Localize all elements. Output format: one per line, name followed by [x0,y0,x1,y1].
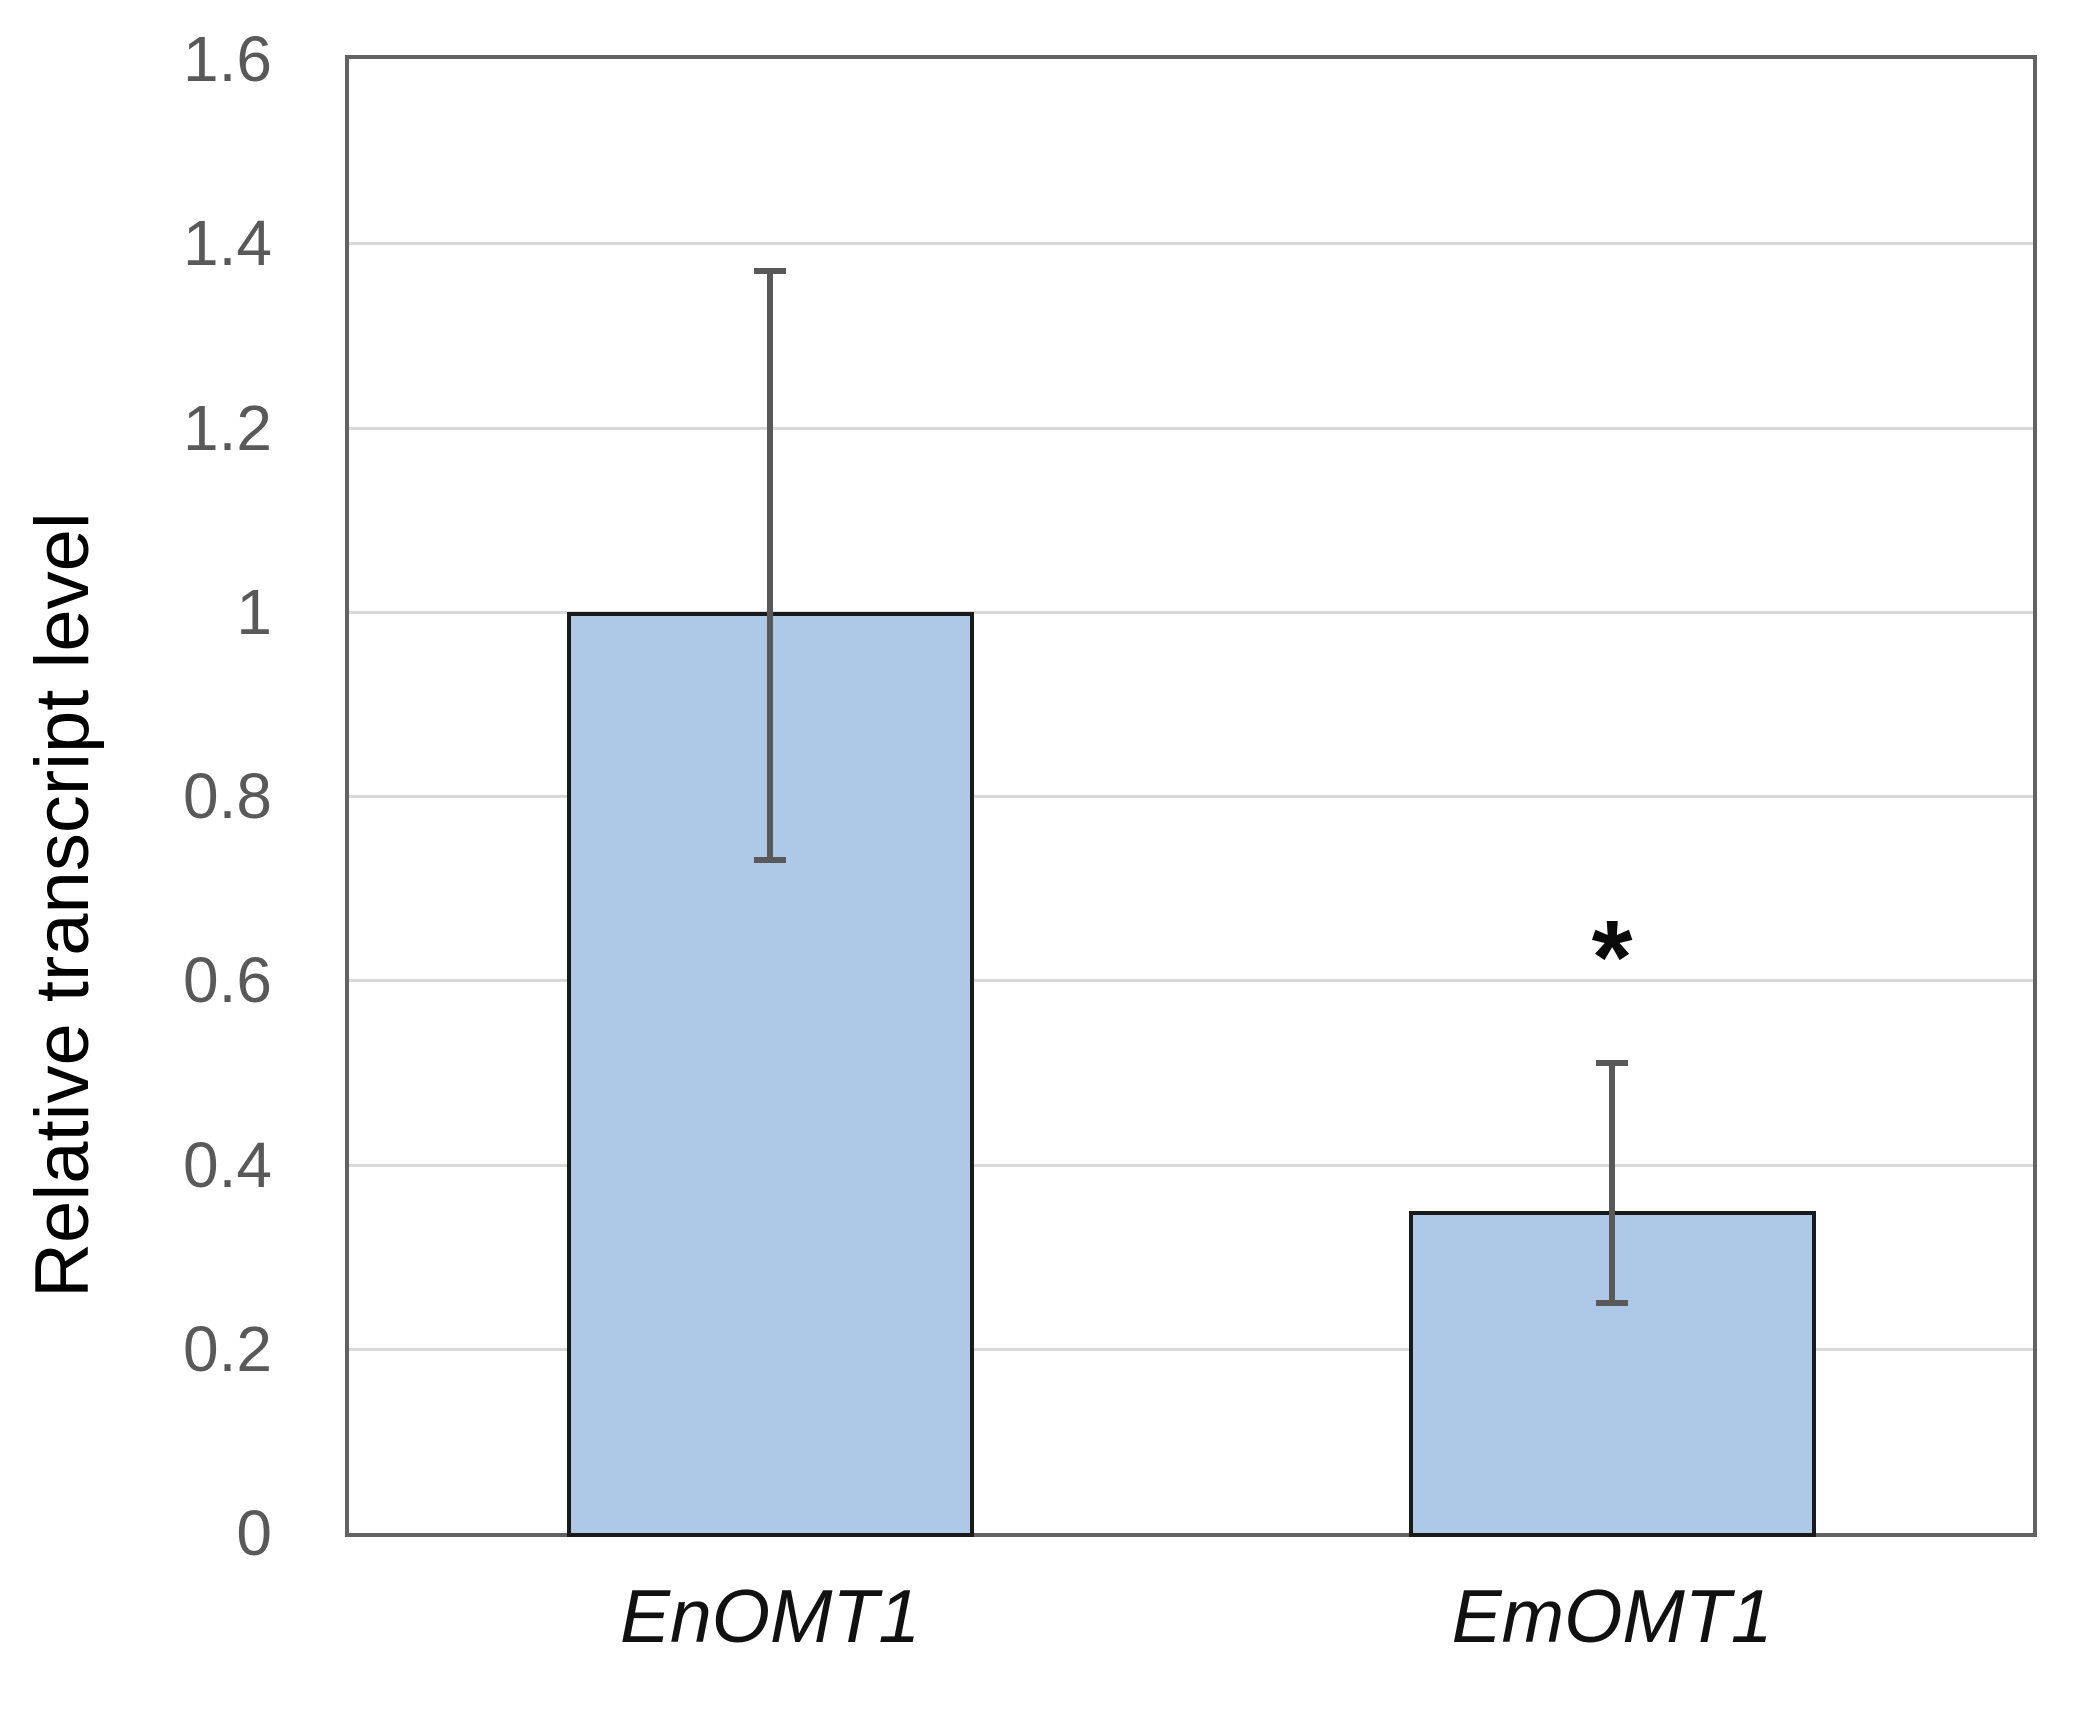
gridline-y-1.2 [349,426,2033,430]
error-bar-line-EmOMT1 [1609,1063,1615,1303]
y-tick-label-0: 0 [236,1497,272,1569]
x-label-EnOMT1: EnOMT1 [619,1574,921,1658]
error-bar-cap-bottom-EnOMT1 [754,857,786,863]
error-bar-cap-top-EnOMT1 [754,268,786,274]
y-tick-label-1.2: 1.2 [183,391,272,464]
error-bar-cap-top-EmOMT1 [1596,1060,1628,1066]
error-bar-line-EnOMT1 [767,271,773,861]
gridline-y-0.8 [349,795,2033,798]
gridline-y-0.4 [349,1163,2033,1167]
error-bar-cap-bottom-EmOMT1 [1596,1300,1628,1306]
gridline-y-1 [349,610,2033,614]
gridline-y-0.2 [349,1347,2033,1351]
y-tick-label-1.4: 1.4 [183,207,272,280]
y-tick-label-0.4: 0.4 [183,1128,272,1201]
x-label-EmOMT1: EmOMT1 [1451,1574,1773,1658]
bar-EnOMT1 [567,612,974,1537]
y-tick-label-1.6: 1.6 [183,23,272,95]
gridline-y-0.6 [349,979,2033,983]
y-tick-label-1: 1 [236,575,272,648]
gridline-y-1.4 [349,242,2033,246]
plot-area: * [345,55,2037,1537]
y-tick-label-0.2: 0.2 [183,1312,272,1385]
significance-marker-EmOMT1: * [1591,899,1633,1016]
y-tick-label-0.6: 0.6 [183,944,272,1017]
y-tick-label-0.8: 0.8 [183,760,272,832]
